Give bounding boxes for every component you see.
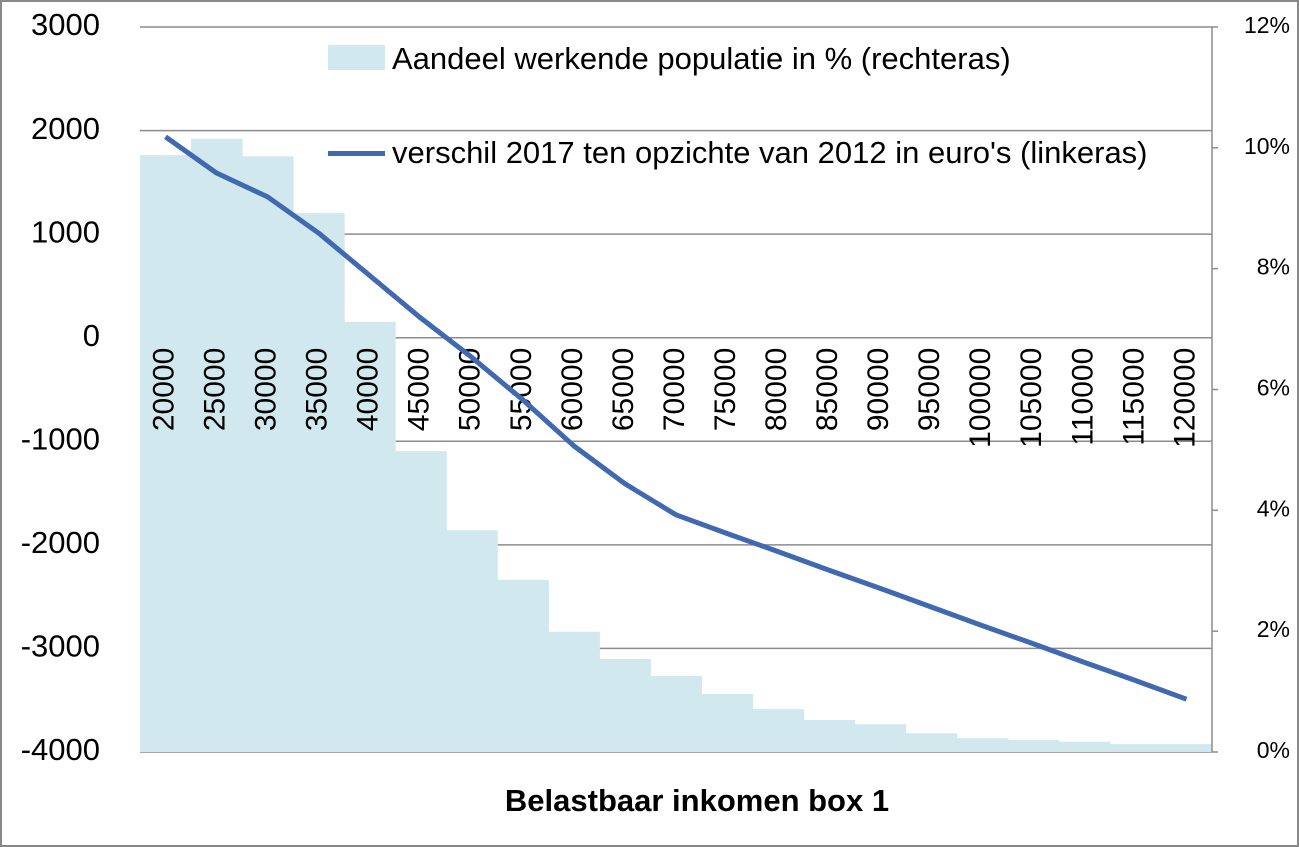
- y-tick-label: -3000: [21, 629, 100, 664]
- line: [164, 134, 1188, 702]
- bar: [650, 675, 703, 752]
- x-tick-label: 80000: [760, 348, 793, 431]
- axes: -4000 -3000 -2000 -1000 0 1000 2000 3000 0% 2% 4% 6…: [21, 7, 1290, 767]
- y2-tick-label: 4%: [1257, 495, 1290, 521]
- x-tick-label: 90000: [862, 348, 895, 431]
- legend-label: verschil 2017 ten opzichte van 2012 in e…: [392, 135, 1148, 170]
- bar: [1007, 739, 1060, 752]
- y-tick-label: 2000: [31, 111, 100, 146]
- bar: [446, 530, 498, 752]
- x-tick-label: 25000: [198, 348, 231, 431]
- bar: [242, 156, 294, 752]
- x-tick-label: 65000: [607, 348, 640, 431]
- y-tick-label: -4000: [21, 732, 100, 767]
- y-tick-label: 1000: [31, 214, 100, 249]
- x-tick-label: 70000: [658, 348, 691, 431]
- bar: [395, 451, 447, 752]
- bar: [956, 738, 1009, 752]
- bar: [905, 733, 958, 752]
- x-tick-label: 95000: [913, 348, 946, 431]
- bar: [344, 321, 396, 752]
- bar: [1160, 744, 1213, 752]
- bar: [191, 138, 243, 753]
- bar: [752, 709, 805, 752]
- legend-swatch-bar: [328, 45, 385, 70]
- y2-tick-label: 10%: [1244, 133, 1290, 159]
- x-tick-label: 35000: [301, 348, 334, 431]
- x-tick-label: 110000: [1066, 348, 1099, 446]
- y-tick-label: -2000: [21, 525, 100, 560]
- y2-tick-label: 8%: [1257, 254, 1290, 280]
- y2-tick-label: 6%: [1257, 375, 1290, 401]
- x-tick-label: 100000: [964, 348, 997, 448]
- bar: [548, 631, 600, 752]
- bar: [599, 658, 651, 752]
- x-tick-label: 30000: [250, 348, 283, 431]
- y-tick-label: 0: [83, 318, 100, 353]
- bars: [140, 138, 1213, 753]
- y2-tick-label: 2%: [1257, 616, 1290, 642]
- x-tick-label: 105000: [1015, 348, 1048, 448]
- y2-tick-label: 12%: [1244, 12, 1290, 38]
- x-tick-label: 120000: [1168, 348, 1201, 448]
- x-tick-label: 40000: [352, 348, 385, 431]
- bar: [1058, 741, 1111, 752]
- x-tick-label: 60000: [556, 348, 589, 431]
- x-axis-title: Belastbaar inkomen box 1: [505, 783, 889, 818]
- y-tick-label: -1000: [21, 421, 100, 456]
- x-tick-label: 85000: [811, 348, 844, 431]
- bar: [803, 719, 856, 752]
- lines: [164, 134, 1188, 702]
- x-tick-label: 75000: [709, 348, 742, 431]
- bar: [854, 724, 907, 752]
- legend-label: Aandeel werkende populatie in % (rechter…: [392, 41, 1011, 76]
- bar: [497, 579, 549, 752]
- bar: [293, 213, 345, 753]
- bar: [1109, 744, 1162, 752]
- y2-tick-label: 0%: [1257, 737, 1290, 763]
- y-tick-label: 3000: [31, 7, 100, 42]
- x-tick-label: 50000: [454, 348, 487, 431]
- x-tick-label: 45000: [403, 348, 436, 431]
- legend-swatch-line: [328, 151, 385, 156]
- bar: [701, 694, 754, 752]
- x-tick-label: 20000: [147, 348, 180, 431]
- x-tick-label: 115000: [1117, 348, 1150, 446]
- bar: [140, 155, 192, 753]
